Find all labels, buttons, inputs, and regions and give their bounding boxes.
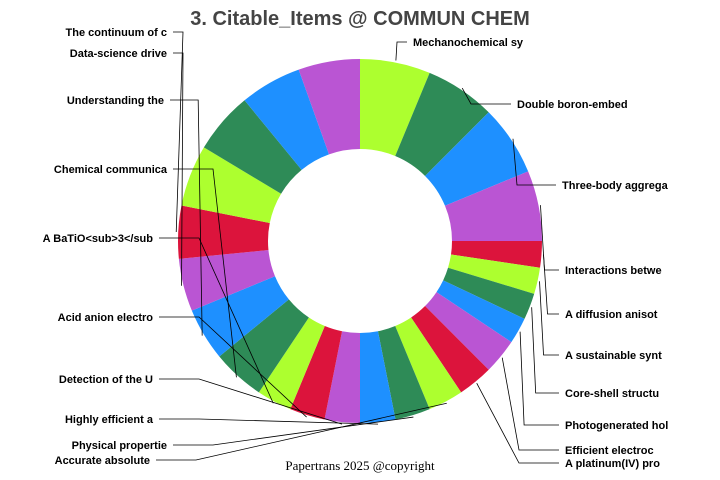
donut-slice <box>360 59 430 157</box>
label-leader-line <box>170 99 203 336</box>
donut-slice <box>258 317 325 410</box>
slice-label: A platinum(IV) pro <box>565 458 660 470</box>
donut-slice <box>178 250 276 311</box>
donut-slice <box>448 254 541 294</box>
donut-slice <box>360 331 396 423</box>
slice-label: A sustainable synt <box>565 350 662 362</box>
slice-label: Double boron-embed <box>517 99 628 111</box>
label-leader-line <box>173 168 237 378</box>
label-leader-line <box>159 378 343 425</box>
label-leader-line <box>543 254 559 315</box>
slice-label: Data-science drive <box>70 48 167 60</box>
slice-label: Mechanochemical sy <box>413 37 524 49</box>
slice-labels: Mechanochemical sy Double boron-embed Thre… <box>43 27 669 470</box>
donut-slice <box>425 292 512 370</box>
donut-slice <box>298 59 360 155</box>
donut-slice <box>203 100 302 194</box>
label-leader-line <box>461 87 511 105</box>
donut-slice <box>191 276 289 357</box>
label-leader-line <box>173 52 184 286</box>
slice-label: A diffusion anisot <box>565 309 658 321</box>
label-leader-line <box>159 418 379 425</box>
donut-slice <box>290 325 343 420</box>
label-leader-line <box>173 31 184 232</box>
donut-slice <box>395 72 489 176</box>
label-leaders <box>156 31 559 464</box>
donut-slice <box>443 267 535 319</box>
slice-label: A BaTiO<sub>3</sub <box>43 233 154 245</box>
donut-slice <box>377 325 430 420</box>
donut-slice <box>395 317 462 410</box>
label-leader-line <box>519 331 559 426</box>
slice-label: Core-shell structu <box>565 388 659 400</box>
donut-slice <box>219 299 309 393</box>
chart-title: 3. Citable_Items @ COMMUN CHEM <box>190 8 530 30</box>
label-leader-line <box>159 237 274 404</box>
donut-slice <box>181 147 282 224</box>
donut-slice <box>451 241 542 268</box>
copyright-footer: Papertrans 2025 @copyright <box>285 458 435 473</box>
slice-label: Photogenerated hol <box>565 420 668 432</box>
label-leader-line <box>476 383 559 464</box>
slice-label: Physical propertie <box>72 440 167 452</box>
slice-label: Three-body aggrega <box>562 180 669 192</box>
slice-label: Highly efficient a <box>65 414 154 426</box>
donut-slice <box>436 280 525 343</box>
slice-label: Detection of the U <box>59 374 153 386</box>
slice-label: Understanding the <box>67 95 164 107</box>
slice-label: Chemical communica <box>54 164 168 176</box>
donut-slices <box>178 59 542 423</box>
label-leader-line <box>540 205 559 271</box>
slice-label: Efficient electroc <box>565 445 654 457</box>
slice-label: The continuum of c <box>66 27 167 39</box>
label-leader-line <box>501 357 559 451</box>
slice-label: Interactions betwe <box>565 265 662 277</box>
slice-label: Acid anion electro <box>58 312 154 324</box>
donut-slice <box>411 306 489 393</box>
donut-slice <box>444 171 542 241</box>
slice-label: Accurate absolute <box>55 455 150 467</box>
label-leader-line <box>395 41 407 61</box>
label-leader-line <box>159 316 307 418</box>
donut-slice <box>244 69 330 170</box>
label-leader-line <box>173 416 414 446</box>
donut-slice <box>425 112 529 206</box>
donut-slice <box>324 331 360 423</box>
label-leader-line <box>512 138 556 186</box>
label-leader-line <box>531 307 559 394</box>
label-leader-line <box>156 402 447 461</box>
label-leader-line <box>539 281 559 356</box>
